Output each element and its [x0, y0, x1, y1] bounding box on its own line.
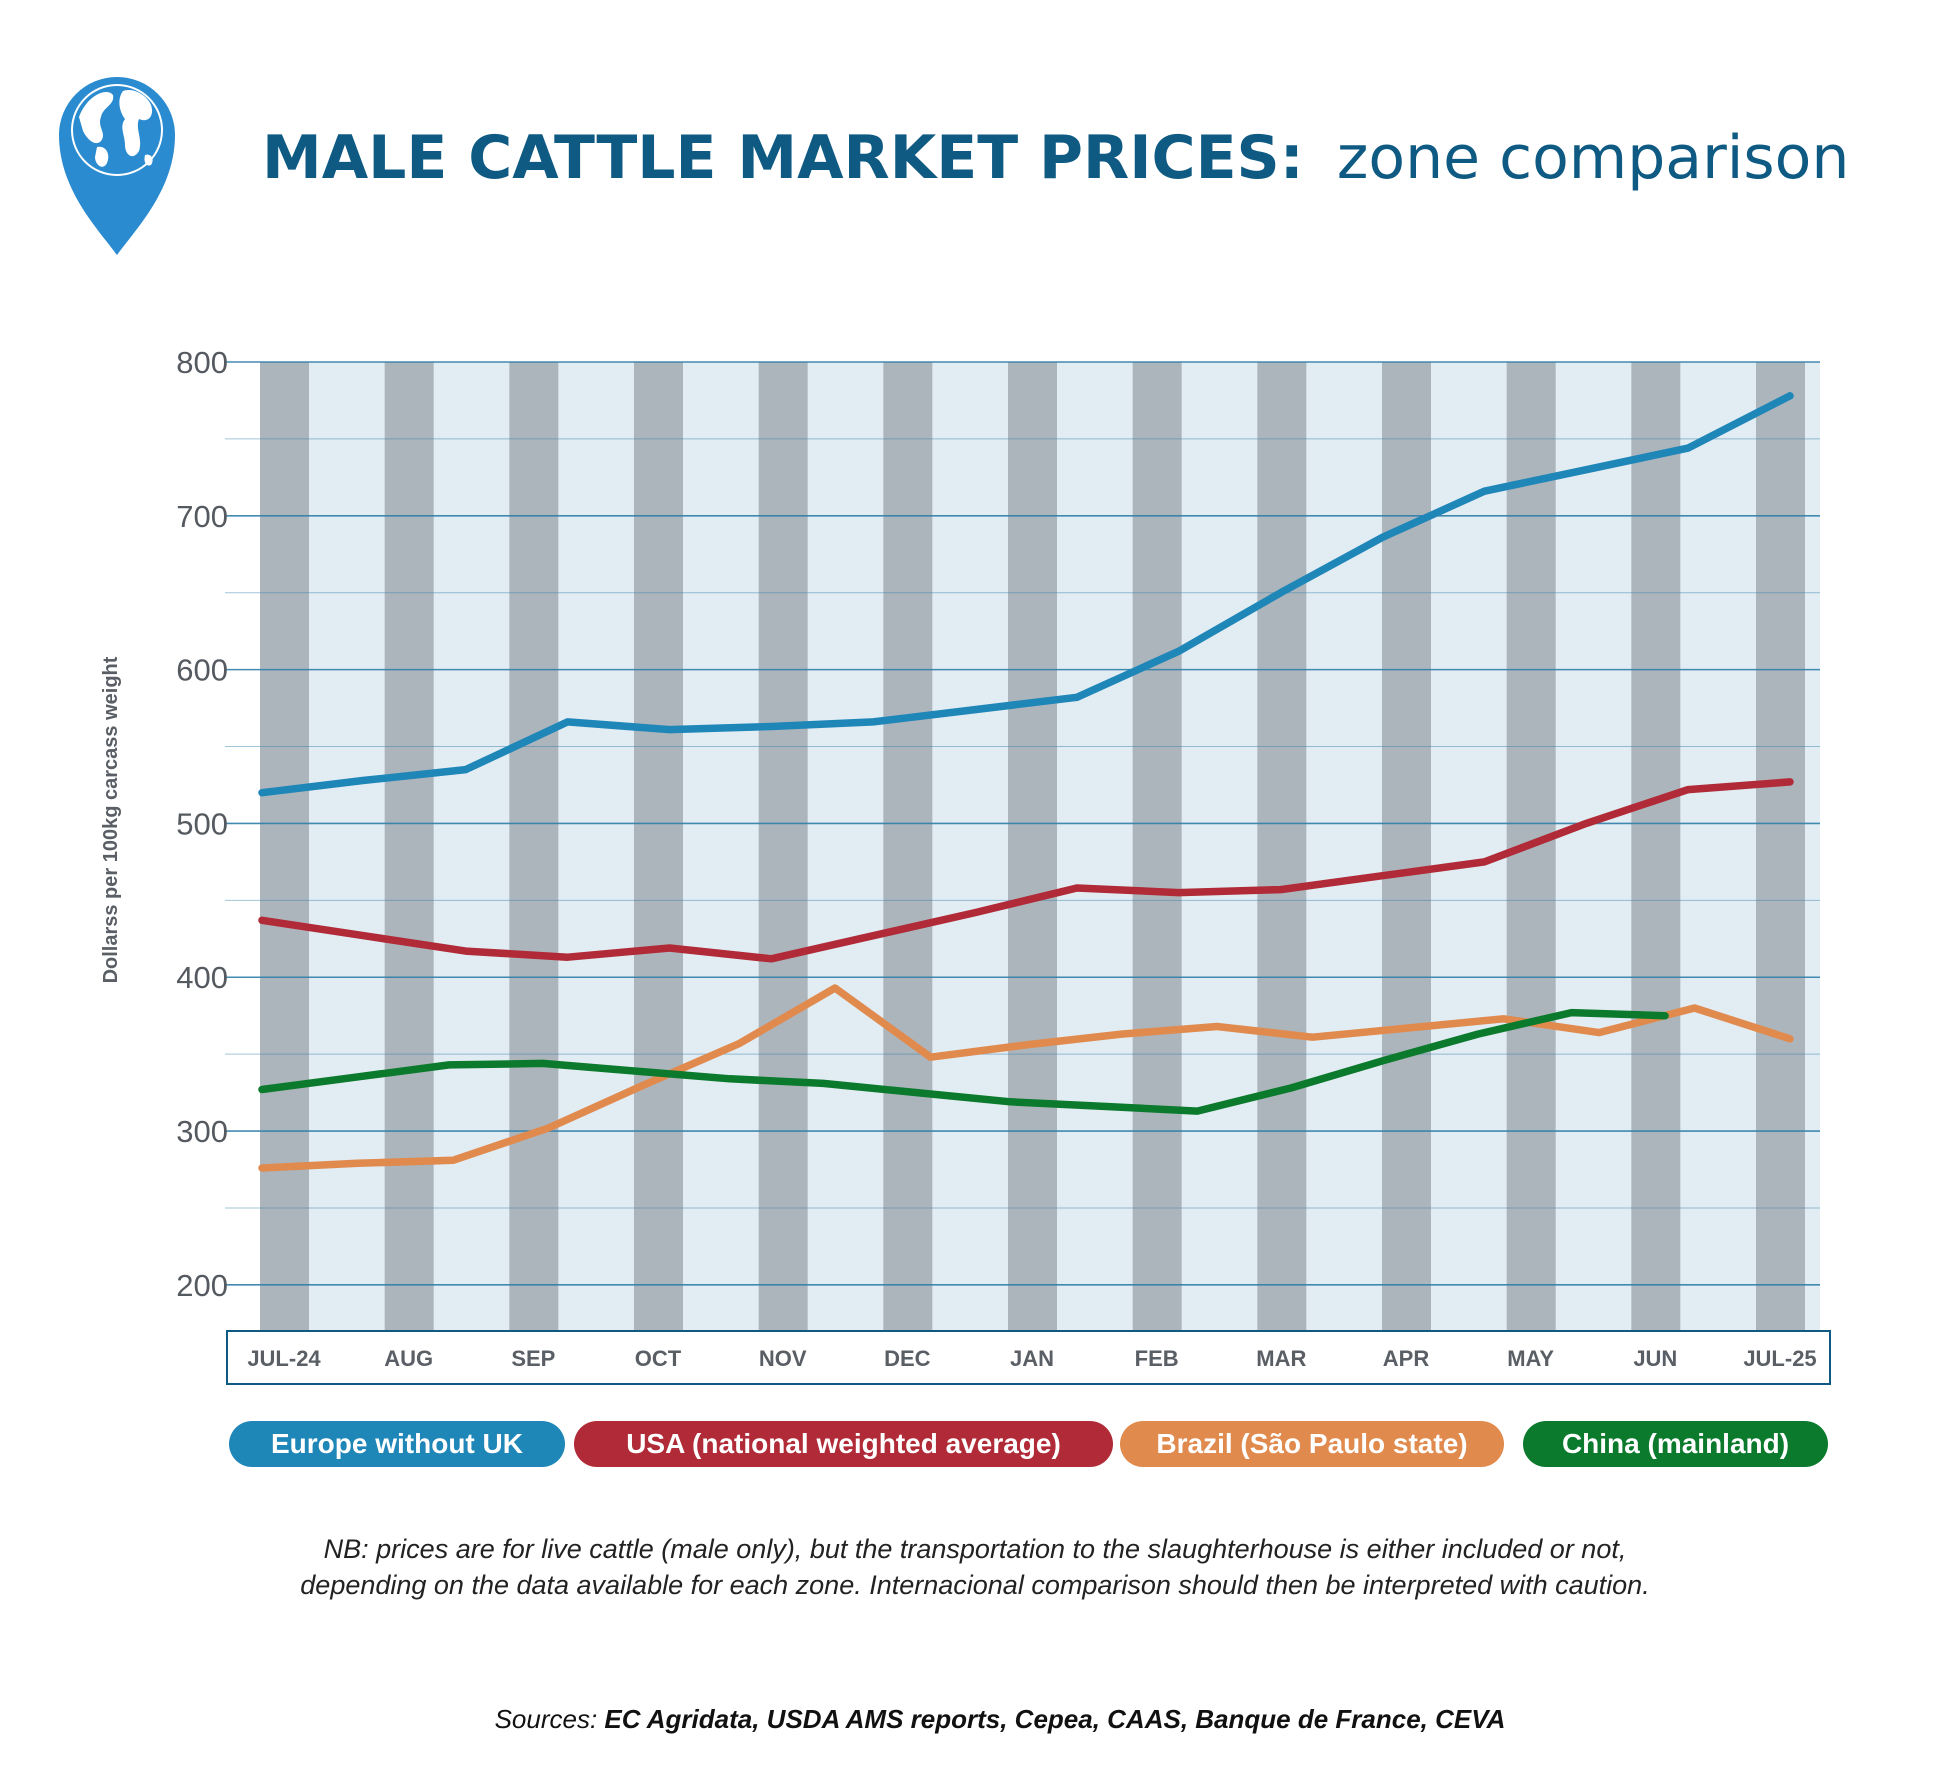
- y-axis-label: Dollarss per 100kg carcass weight: [100, 656, 122, 983]
- x-tick-label: NOV: [759, 1346, 807, 1371]
- band-dark: [1382, 362, 1431, 1331]
- band-dark: [1008, 362, 1057, 1331]
- legend-label-usa-national-weighted-average: USA (national weighted average): [626, 1428, 1061, 1459]
- legend-pill-europe-without-uk: [229, 1421, 565, 1467]
- x-axis: JUL-24 AUG SEP OCT NOV DEC JAN FEB MAR APR MAY JUN J…: [247, 1346, 1816, 1371]
- band-dark: [1257, 362, 1307, 1331]
- legend-pill-usa-national-weighted-average: [574, 1421, 1113, 1467]
- band-dark: [1756, 362, 1805, 1331]
- chart-title: MALE CATTLE MARKET PRICES: zone comparis…: [262, 123, 1849, 193]
- sources-list: EC Agridata, USDA AMS reports, Cepea, CA…: [604, 1704, 1505, 1734]
- globe-pin-icon: [59, 77, 175, 255]
- y-tick-label: 600: [176, 653, 228, 688]
- x-tick-label: SEP: [511, 1346, 555, 1371]
- grid-lines: [225, 361, 1820, 1286]
- series-lines: [258, 392, 1794, 1172]
- chart-title-bold: MALE CATTLE MARKET PRICES:: [262, 123, 1304, 193]
- legend: Europe without UK USA (national weighted …: [229, 1421, 1828, 1467]
- sources: Sources: EC Agridata, USDA AMS reports, …: [495, 1704, 1506, 1734]
- x-tick-label: APR: [1383, 1346, 1430, 1371]
- x-tick-label: OCT: [635, 1346, 682, 1371]
- band-dark: [634, 362, 683, 1331]
- x-tick-label: MAY: [1507, 1346, 1554, 1371]
- y-axis: 200 300 400 500 600 700 800: [176, 345, 228, 1303]
- x-tick-label: DEC: [884, 1346, 931, 1371]
- y-tick-label: 800: [176, 345, 228, 380]
- legend-label-brazil-s-o-paulo-state: Brazil (São Paulo state): [1156, 1428, 1467, 1459]
- series-line-china-mainland: [258, 1008, 1669, 1115]
- legend-label-europe-without-uk: Europe without UK: [271, 1428, 523, 1459]
- x-tick-label: JUL-25: [1743, 1346, 1816, 1371]
- band-dark: [1132, 362, 1182, 1331]
- y-tick-label: 400: [176, 960, 228, 995]
- x-tick-label: JAN: [1010, 1346, 1054, 1371]
- band-dark: [1631, 362, 1681, 1331]
- background-bands: [260, 362, 1820, 1331]
- x-tick-label: AUG: [384, 1346, 433, 1371]
- note-line-2: depending on the data available for each…: [300, 1570, 1649, 1600]
- series-line-europe-without-uk: [258, 392, 1794, 797]
- y-tick-label: 500: [176, 806, 228, 841]
- sources-prefix: Sources:: [495, 1704, 605, 1734]
- series-line-usa-national-weighted-average: [258, 778, 1794, 963]
- x-axis-box: [226, 1330, 1831, 1385]
- x-tick-label: JUN: [1633, 1346, 1677, 1371]
- band-dark: [758, 362, 808, 1331]
- band-dark: [384, 362, 434, 1331]
- y-tick-label: 700: [176, 499, 228, 534]
- y-tick-label: 200: [176, 1268, 228, 1303]
- band-dark: [883, 362, 933, 1331]
- band-dark: [509, 362, 559, 1331]
- x-tick-label: MAR: [1256, 1346, 1306, 1371]
- legend-pill-brazil-s-o-paulo-state: [1120, 1421, 1504, 1467]
- legend-label-china-mainland: China (mainland): [1562, 1428, 1789, 1459]
- x-tick-label: FEB: [1135, 1346, 1179, 1371]
- legend-pill-china-mainland: [1523, 1421, 1828, 1467]
- y-tick-label: 300: [176, 1114, 228, 1149]
- chart-title-light: zone comparison: [1337, 123, 1850, 193]
- x-tick-label: JUL-24: [247, 1346, 321, 1371]
- band-dark: [260, 362, 309, 1331]
- note-line-1: NB: prices are for live cattle (male onl…: [324, 1534, 1627, 1564]
